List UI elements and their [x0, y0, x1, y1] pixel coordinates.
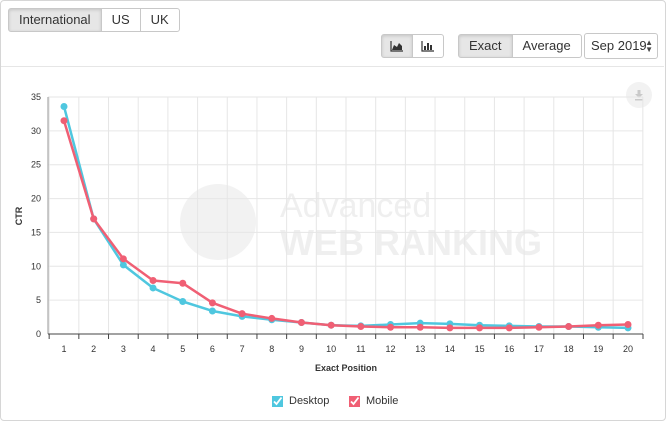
y-tick-label: 25: [31, 160, 41, 170]
x-tick-label: 1: [61, 344, 66, 354]
x-tick-label: 19: [593, 344, 603, 354]
chart-type-toggle: [381, 34, 444, 58]
watermark: Advanced WEB RANKING: [180, 184, 542, 263]
y-tick-label: 0: [36, 329, 41, 339]
data-point-mobile: [565, 323, 573, 331]
data-point-mobile: [357, 323, 365, 331]
x-tick-label: 6: [210, 344, 215, 354]
x-tick-label: 5: [180, 344, 185, 354]
data-point-mobile: [297, 318, 305, 326]
x-tick-label: 4: [151, 344, 156, 354]
data-point-mobile: [268, 314, 276, 322]
desktop-checkbox-icon: [272, 395, 283, 407]
toolbar-divider: [1, 66, 664, 67]
data-point-mobile: [149, 277, 157, 285]
x-tick-label: 10: [326, 344, 336, 354]
x-tick-label: 3: [121, 344, 126, 354]
x-tick-label: 9: [299, 344, 304, 354]
tab-uk[interactable]: UK: [139, 8, 180, 32]
y-tick-label: 20: [31, 194, 41, 204]
data-point-mobile: [594, 321, 602, 329]
download-icon: [635, 90, 643, 101]
y-tick-label: 10: [31, 261, 41, 271]
y-tick-label: 30: [31, 126, 41, 136]
select-arrows-icon: ▲ ▼: [645, 38, 653, 54]
area-chart-icon: [390, 41, 403, 52]
tab-international[interactable]: International: [8, 8, 102, 32]
y-tick-label: 5: [36, 295, 41, 305]
data-point-mobile: [446, 324, 454, 332]
y-tick-label: 15: [31, 227, 41, 237]
x-tick-label: 20: [623, 344, 633, 354]
x-tick-label: 18: [564, 344, 574, 354]
data-point-desktop: [208, 307, 216, 315]
x-tick-label: 14: [445, 344, 455, 354]
data-point-mobile: [90, 215, 98, 223]
x-tick-label: 7: [240, 344, 245, 354]
data-point-desktop: [119, 261, 127, 269]
series-line-mobile: [62, 120, 629, 330]
mode-toggle: Exact Average: [458, 34, 582, 58]
watermark-line1: Advanced: [280, 187, 431, 225]
legend-mobile[interactable]: Mobile: [349, 395, 398, 407]
x-axis-title: Exact Position: [315, 363, 377, 373]
data-point-mobile: [208, 299, 216, 307]
x-tick-label: 11: [356, 344, 365, 354]
data-point-desktop: [179, 297, 187, 305]
region-tabs: International US UK: [8, 8, 180, 32]
x-tick-label: 13: [415, 344, 425, 354]
data-point-mobile: [387, 323, 395, 331]
date-select[interactable]: Sep 2019 ▲ ▼: [584, 33, 658, 59]
exact-button[interactable]: Exact: [458, 34, 513, 58]
data-point-mobile: [416, 323, 424, 331]
date-select-value: Sep 2019: [591, 38, 647, 53]
data-point-desktop: [60, 102, 68, 110]
watermark-line2: WEB RANKING: [280, 222, 542, 263]
legend-mobile-label: Mobile: [366, 395, 399, 407]
download-button[interactable]: [626, 82, 652, 108]
data-point-mobile: [624, 321, 632, 329]
x-tick-label: 12: [386, 344, 396, 354]
data-point-mobile: [60, 117, 68, 125]
x-tick-label: 2: [91, 344, 96, 354]
data-point-mobile: [535, 323, 543, 331]
data-point-mobile: [476, 324, 484, 332]
x-tick-label: 17: [534, 344, 544, 354]
data-point-mobile: [119, 255, 127, 263]
data-point-mobile: [238, 310, 246, 318]
average-button[interactable]: Average: [511, 34, 582, 58]
y-tick-label: 35: [31, 92, 41, 102]
legend-desktop-label: Desktop: [289, 395, 330, 407]
tab-us[interactable]: US: [100, 8, 141, 32]
x-tick-label: 8: [269, 344, 274, 354]
watermark-globe-icon: [180, 184, 256, 260]
data-point-mobile: [179, 279, 187, 287]
mobile-checkbox-icon: [349, 395, 360, 407]
bar-chart-icon: [421, 41, 434, 52]
x-tick-label: 15: [475, 344, 485, 354]
y-axis-title: CTR: [14, 206, 24, 225]
data-point-mobile: [327, 321, 335, 329]
legend-desktop[interactable]: Desktop: [272, 395, 329, 407]
data-point-desktop: [149, 284, 157, 292]
x-tick-label: 16: [504, 344, 514, 354]
bar-chart-button[interactable]: [412, 34, 444, 58]
data-point-mobile: [505, 324, 513, 332]
